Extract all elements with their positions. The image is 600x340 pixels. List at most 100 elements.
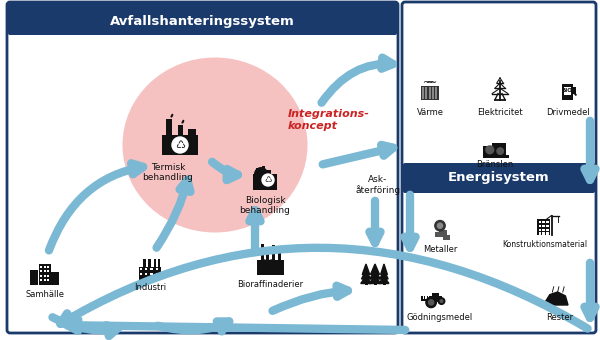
Circle shape	[262, 174, 274, 186]
Text: Energisystem: Energisystem	[448, 171, 550, 185]
Bar	[542, 233, 545, 235]
Bar	[383, 282, 386, 285]
Circle shape	[269, 260, 275, 266]
Polygon shape	[361, 276, 371, 284]
Text: Gödningsmedel: Gödningsmedel	[407, 313, 473, 322]
Bar	[428, 296, 442, 302]
Bar	[140, 268, 142, 270]
Bar	[262, 166, 265, 176]
Bar	[564, 87, 571, 95]
Bar	[432, 87, 434, 99]
Bar	[546, 225, 549, 227]
Bar	[151, 268, 152, 270]
Bar	[256, 168, 260, 176]
Bar	[261, 243, 264, 260]
Bar	[422, 87, 424, 99]
Bar	[143, 259, 146, 268]
Bar	[421, 86, 439, 100]
Bar	[539, 221, 541, 223]
Text: Ask-
återföring: Ask- återföring	[355, 175, 401, 195]
Bar	[435, 87, 437, 99]
Text: Bioraffinaderier: Bioraffinaderier	[237, 280, 303, 289]
Bar	[546, 221, 549, 223]
Polygon shape	[369, 276, 381, 284]
Bar	[253, 174, 277, 190]
Bar	[155, 272, 158, 275]
FancyBboxPatch shape	[7, 2, 398, 333]
Polygon shape	[380, 264, 388, 274]
Bar	[433, 293, 439, 297]
Text: Rester: Rester	[547, 313, 574, 322]
Polygon shape	[361, 270, 371, 279]
Bar	[39, 264, 51, 285]
Bar	[40, 279, 43, 281]
Bar	[539, 225, 541, 227]
Bar	[40, 274, 43, 277]
Text: Bränslen: Bränslen	[476, 160, 514, 169]
Bar	[373, 282, 377, 285]
Bar	[47, 266, 49, 268]
Bar	[542, 221, 545, 223]
Bar	[425, 87, 427, 99]
Bar	[421, 299, 430, 301]
Bar	[188, 129, 196, 137]
Bar	[492, 143, 506, 155]
Circle shape	[438, 298, 445, 304]
Bar	[47, 279, 49, 281]
Bar	[542, 225, 545, 227]
Bar	[139, 267, 161, 280]
Bar	[44, 266, 46, 268]
Polygon shape	[379, 276, 389, 284]
Bar	[365, 282, 367, 285]
Text: Industri: Industri	[134, 283, 166, 292]
Wedge shape	[254, 167, 268, 174]
Circle shape	[172, 137, 188, 153]
Bar	[429, 296, 430, 300]
Text: Metaller: Metaller	[423, 245, 457, 254]
Text: Konstruktionsmaterial: Konstruktionsmaterial	[502, 240, 587, 249]
Text: Biologisk
behandling: Biologisk behandling	[239, 196, 290, 216]
Bar	[539, 233, 541, 235]
Polygon shape	[371, 264, 380, 274]
Bar	[435, 232, 443, 237]
Bar	[145, 268, 148, 270]
Text: ~: ~	[422, 78, 431, 88]
Text: Termisk
behandling: Termisk behandling	[143, 163, 193, 182]
Circle shape	[261, 260, 267, 266]
Bar	[428, 87, 431, 99]
Bar	[562, 84, 573, 100]
Bar	[277, 249, 281, 260]
Polygon shape	[362, 264, 370, 274]
Bar	[266, 246, 269, 260]
Polygon shape	[380, 270, 388, 279]
Bar	[47, 274, 49, 277]
FancyBboxPatch shape	[403, 163, 595, 193]
Bar	[148, 259, 151, 268]
Bar	[155, 268, 158, 270]
Bar	[40, 270, 43, 272]
FancyBboxPatch shape	[402, 2, 596, 333]
Text: Drivmedel: Drivmedel	[546, 108, 590, 117]
Bar	[542, 228, 545, 231]
Bar	[439, 230, 446, 235]
Bar	[30, 270, 37, 285]
Bar	[178, 125, 183, 137]
Bar	[546, 228, 549, 231]
Bar	[443, 235, 451, 240]
Bar	[421, 296, 422, 300]
Bar	[44, 274, 46, 277]
Bar	[546, 233, 549, 235]
Bar	[154, 259, 156, 268]
Bar	[267, 170, 271, 176]
Bar	[272, 245, 275, 260]
Bar	[151, 272, 152, 275]
Text: ♺: ♺	[264, 175, 272, 185]
Circle shape	[486, 146, 494, 154]
Circle shape	[437, 223, 443, 228]
Bar	[47, 270, 49, 272]
Text: Elektricitet: Elektricitet	[477, 108, 523, 117]
Circle shape	[440, 300, 443, 302]
FancyBboxPatch shape	[8, 3, 397, 35]
Text: Värme: Värme	[416, 108, 443, 117]
Bar	[539, 228, 541, 231]
